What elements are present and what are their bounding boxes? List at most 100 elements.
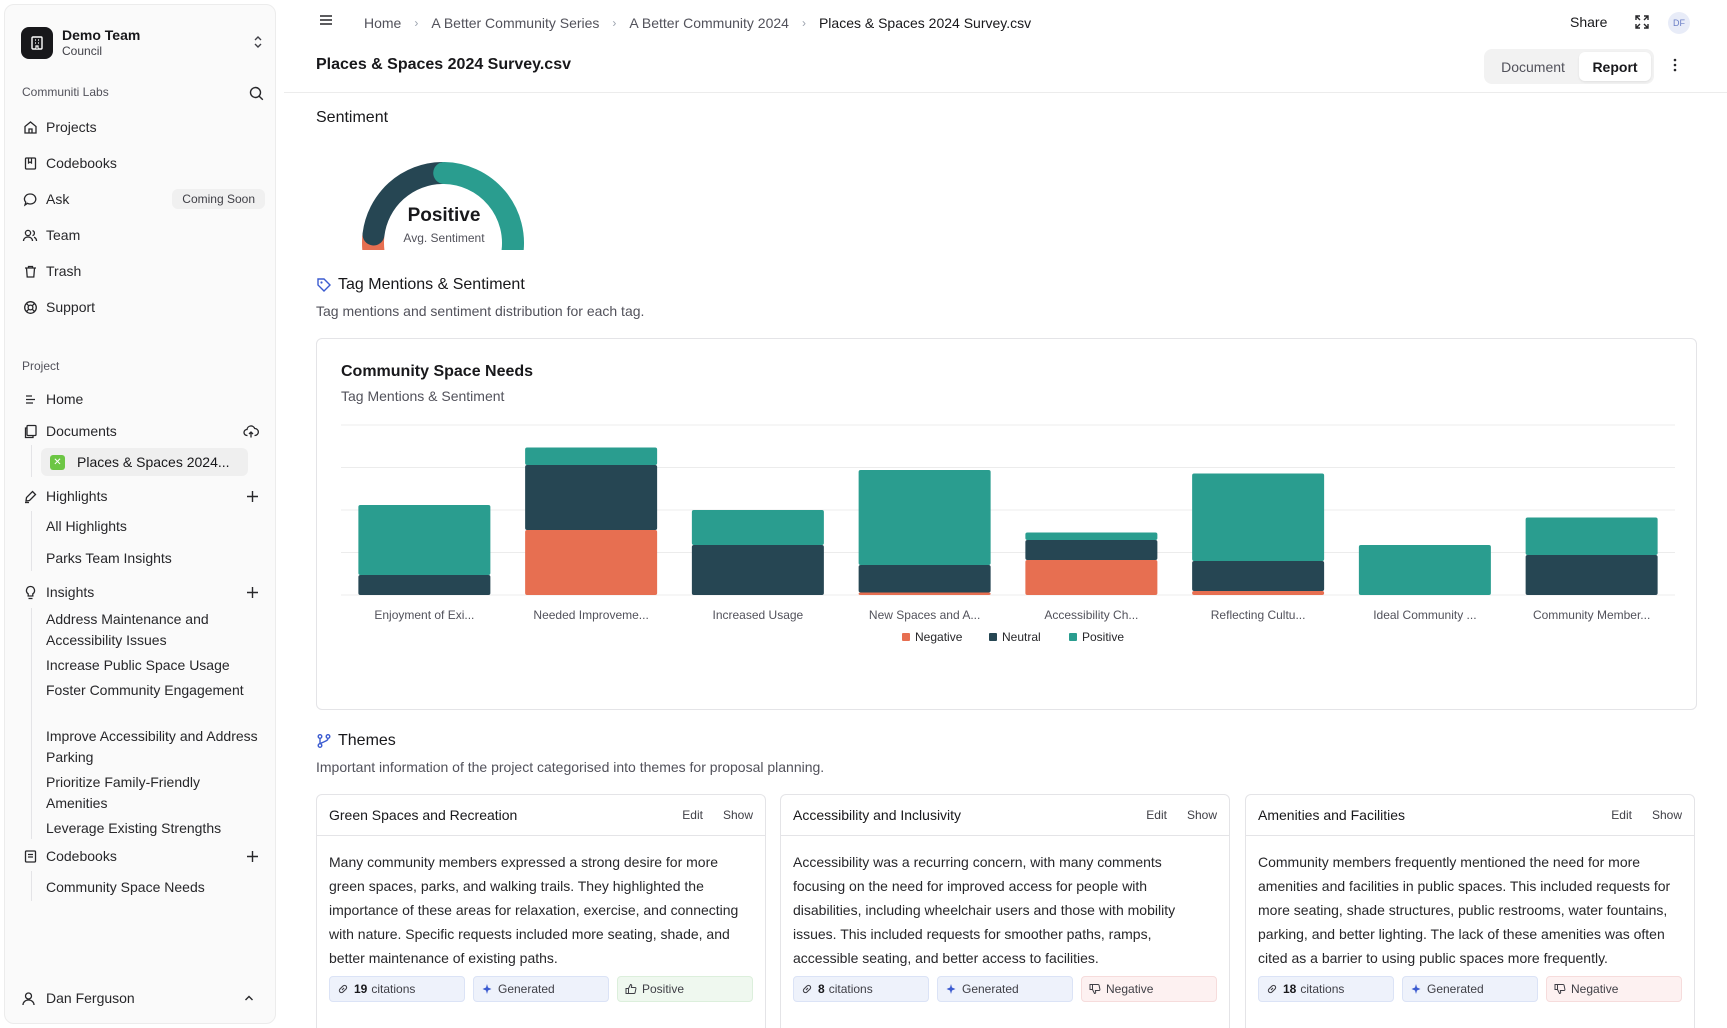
team-switcher[interactable]: Demo Team Council <box>21 21 265 65</box>
insight-item[interactable]: Leverage Existing Strengths <box>46 820 222 836</box>
show-button[interactable]: Show <box>722 808 753 822</box>
bar-positive[interactable] <box>858 470 991 565</box>
bar-positive[interactable] <box>1358 545 1491 595</box>
chart-title: Community Space Needs <box>341 363 534 380</box>
insight-item[interactable]: Prioritize Family-Friendly Amenities <box>46 774 201 811</box>
nav-trash[interactable]: Trash <box>21 256 265 286</box>
nav-insights[interactable]: Insights <box>21 577 265 607</box>
legend-swatch <box>1069 633 1077 641</box>
nav-codebooks[interactable]: Codebooks <box>21 148 265 178</box>
trash-icon <box>21 262 39 280</box>
plus-icon[interactable] <box>246 490 259 503</box>
expand-icon[interactable] <box>1634 14 1650 33</box>
insight-item[interactable]: Foster Community Engagement <box>46 682 244 698</box>
bar-positive[interactable] <box>1192 473 1325 562</box>
document-item-label: Places & Spaces 2024... <box>77 454 230 470</box>
header-divider <box>284 92 1727 93</box>
theme-card: Green Spaces and Recreation Edit Show Many … <box>316 794 766 1028</box>
chevron-right-icon: › <box>414 16 419 30</box>
nav-highlights[interactable]: Highlights <box>21 481 265 511</box>
nav-trash-label: Trash <box>46 263 82 279</box>
bar-positive[interactable] <box>1025 532 1158 541</box>
x-tick-label: Ideal Community ... <box>1373 608 1476 622</box>
x-tick-label: New Spaces and A... <box>869 608 980 622</box>
theme-card-header: Accessibility and Inclusivity Edit Show <box>781 795 1229 836</box>
tree-line <box>31 511 32 571</box>
sentiment-heading: Sentiment <box>316 109 389 126</box>
bar-positive[interactable] <box>358 505 491 575</box>
document-item-active[interactable]: ✕ Places & Spaces 2024... <box>41 448 248 476</box>
nav-ask[interactable]: Ask Coming Soon <box>21 184 265 214</box>
bar-negative[interactable] <box>1192 591 1325 595</box>
theme-card-header: Amenities and Facilities Edit Show <box>1246 795 1694 836</box>
search-icon[interactable] <box>249 86 264 104</box>
citations-chip[interactable]: 19 citations <box>329 976 465 1002</box>
theme-title: Accessibility and Inclusivity <box>793 807 962 823</box>
highlight-item[interactable]: All Highlights <box>46 518 127 534</box>
bar-neutral[interactable] <box>1192 561 1325 591</box>
codebook-item[interactable]: Community Space Needs <box>46 879 205 895</box>
nav-projects[interactable]: Projects <box>21 112 265 142</box>
share-button[interactable]: Share <box>1570 14 1608 30</box>
plus-icon[interactable] <box>246 586 259 599</box>
bar-negative[interactable] <box>525 530 658 595</box>
nav-project-codebooks[interactable]: Codebooks <box>21 841 265 871</box>
plus-icon[interactable] <box>246 850 259 863</box>
tree-line <box>31 871 32 901</box>
nav-home[interactable]: Home <box>21 384 265 414</box>
themes-heading-label: Themes <box>338 732 396 749</box>
breadcrumb-home[interactable]: Home <box>364 15 402 31</box>
highlight-item[interactable]: Parks Team Insights <box>46 550 172 566</box>
legend-swatch <box>989 633 997 641</box>
nav-documents[interactable]: Documents <box>21 416 265 446</box>
sentiment-chip-label: Negative <box>1571 982 1619 996</box>
breadcrumb-series[interactable]: A Better Community Series <box>431 15 600 31</box>
tab-report[interactable]: Report <box>1579 52 1651 81</box>
tag-icon <box>316 277 332 293</box>
edit-button[interactable]: Edit <box>1611 808 1632 822</box>
edit-button[interactable]: Edit <box>1146 808 1167 822</box>
insight-item[interactable]: Improve Accessibility and Address Parkin… <box>46 728 258 765</box>
generated-chip: Generated <box>1402 976 1538 1002</box>
sentiment-value: Positive <box>407 205 481 226</box>
bar-neutral[interactable] <box>691 545 824 595</box>
tree-line <box>31 445 32 477</box>
lightbulb-icon <box>21 583 39 601</box>
generated-label: Generated <box>498 982 555 996</box>
edit-button[interactable]: Edit <box>682 808 703 822</box>
bar-neutral[interactable] <box>358 575 491 595</box>
tab-document[interactable]: Document <box>1501 58 1565 75</box>
menu-icon[interactable] <box>318 12 334 31</box>
nav-support[interactable]: Support <box>21 292 265 322</box>
citations-chip[interactable]: 8 citations <box>793 976 929 1002</box>
page-title: Places & Spaces 2024 Survey.csv <box>316 56 571 73</box>
bar-neutral[interactable] <box>1025 540 1158 560</box>
more-vertical-icon[interactable] <box>1673 58 1677 75</box>
user-menu[interactable]: Dan Ferguson <box>21 983 265 1013</box>
avatar[interactable]: DF <box>1668 12 1690 34</box>
nav-documents-label: Documents <box>46 423 117 439</box>
bar-positive[interactable] <box>525 447 658 466</box>
nav-project-codebooks-label: Codebooks <box>46 848 117 864</box>
legend-label: Negative <box>915 630 963 644</box>
nav-team[interactable]: Team <box>21 220 265 250</box>
bar-negative[interactable] <box>1025 560 1158 595</box>
sparkle-icon <box>1410 983 1422 995</box>
cloud-upload-icon[interactable] <box>243 424 259 439</box>
citations-chip[interactable]: 18 citations <box>1258 976 1394 1002</box>
bar-neutral[interactable] <box>525 465 658 530</box>
insight-item[interactable]: Address Maintenance and Accessibility Is… <box>46 611 209 648</box>
insight-item[interactable]: Increase Public Space Usage <box>46 657 230 673</box>
show-button[interactable]: Show <box>1186 808 1217 822</box>
bar-neutral[interactable] <box>1525 555 1658 595</box>
spreadsheet-icon: ✕ <box>50 454 65 470</box>
bar-negative[interactable] <box>858 592 991 596</box>
book-icon <box>21 847 39 865</box>
breadcrumb-project[interactable]: A Better Community 2024 <box>629 15 789 31</box>
bar-positive[interactable] <box>691 510 824 545</box>
bar-neutral[interactable] <box>858 565 991 593</box>
show-button[interactable]: Show <box>1651 808 1682 822</box>
bar-positive[interactable] <box>1525 517 1658 556</box>
theme-title: Amenities and Facilities <box>1258 807 1406 823</box>
citations-count: 18 <box>1283 982 1297 996</box>
